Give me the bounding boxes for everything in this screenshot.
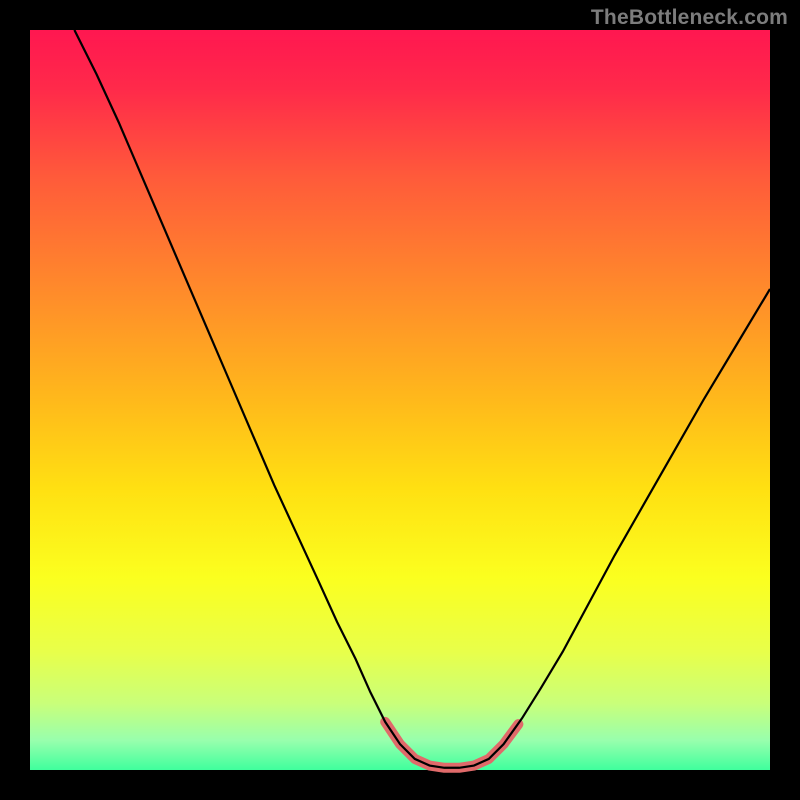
chart-svg (0, 0, 800, 800)
watermark-text: TheBottleneck.com (591, 6, 788, 30)
bottleneck-chart: TheBottleneck.com (0, 0, 800, 800)
plot-gradient-background (30, 30, 770, 770)
